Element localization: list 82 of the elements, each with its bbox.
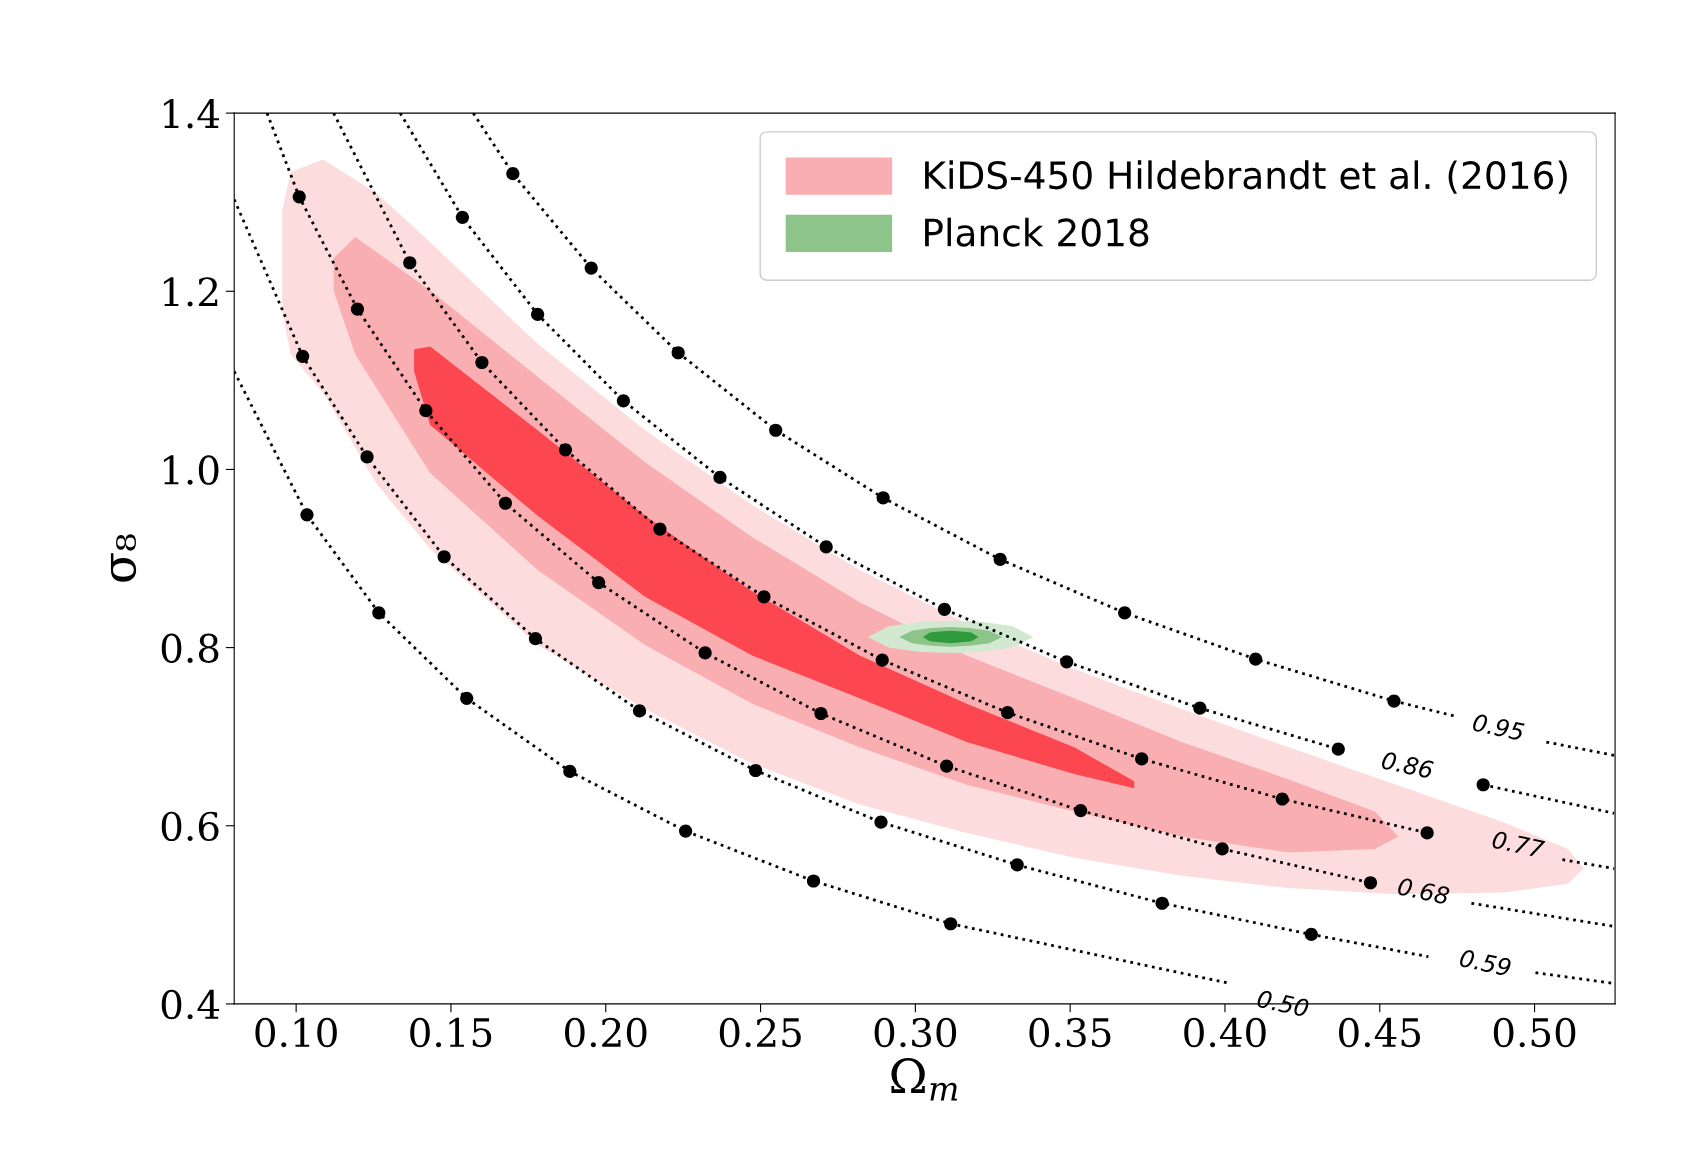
- point: [455, 210, 469, 224]
- x-tick-label: 0.25: [719, 1017, 801, 1048]
- legend-label: KiDS-450 Hildebrandt et al. (2016): [925, 160, 1567, 194]
- y-tick-label: 0.4: [161, 989, 220, 1020]
- point: [757, 590, 771, 604]
- x-tick-label: 0.40: [1184, 1017, 1266, 1048]
- annotation: 0.77: [1491, 830, 1546, 859]
- annotation: 0.68: [1397, 877, 1451, 905]
- legend-label: Planck 2018: [925, 217, 1149, 247]
- x-tick-label: 0.30: [874, 1017, 957, 1048]
- point: [531, 307, 545, 322]
- point: [292, 190, 306, 204]
- point: [437, 550, 451, 564]
- annotation: 0.95: [1472, 713, 1525, 741]
- x-tick-label: 0.35: [1029, 1017, 1111, 1048]
- annotation: 0.86: [1381, 750, 1434, 779]
- y-tick-label: 1.4: [163, 99, 220, 129]
- point: [528, 632, 543, 646]
- point: [937, 602, 952, 616]
- point: [300, 508, 314, 522]
- point: [475, 355, 489, 370]
- point: [1118, 606, 1132, 620]
- y-axis-title: σ₈: [110, 534, 137, 582]
- point: [1135, 752, 1149, 766]
- point: [616, 394, 630, 408]
- annotation: 0.50: [1256, 989, 1310, 1018]
- point: [460, 691, 474, 705]
- y-tick-label: 1.0: [163, 455, 219, 485]
- point: [1001, 706, 1015, 720]
- x-axis-title: Ω$_{m}$: [891, 1058, 958, 1101]
- point: [1387, 694, 1401, 708]
- point: [403, 256, 417, 270]
- point: [558, 443, 573, 457]
- point: [698, 646, 712, 660]
- point: [713, 470, 727, 485]
- point: [769, 423, 783, 437]
- point: [1060, 655, 1074, 669]
- point: [874, 815, 888, 829]
- point: [1275, 792, 1289, 806]
- point: [584, 261, 598, 275]
- point: [1155, 896, 1169, 910]
- point: [506, 167, 520, 181]
- point: [940, 759, 954, 773]
- point: [1010, 858, 1024, 872]
- point: [1363, 876, 1378, 890]
- point: [1249, 652, 1263, 666]
- point: [1331, 742, 1345, 756]
- x-tick-label: 0.10: [255, 1017, 337, 1048]
- point: [819, 540, 833, 554]
- point: [419, 404, 433, 418]
- x-tick-label: 0.50: [1493, 1017, 1576, 1048]
- point: [1074, 804, 1088, 818]
- point: [944, 917, 958, 931]
- point: [814, 706, 828, 721]
- point: [876, 491, 890, 505]
- point: [296, 349, 310, 363]
- point: [498, 496, 513, 510]
- point: [632, 704, 647, 718]
- y-tick-label: 0.6: [161, 811, 219, 842]
- point: [875, 653, 889, 667]
- y-tick-label: 1.2: [163, 277, 218, 307]
- x-tick-label: 0.15: [410, 1017, 492, 1048]
- point: [1304, 927, 1318, 942]
- point: [653, 522, 667, 536]
- point: [360, 450, 374, 464]
- point: [1420, 826, 1434, 840]
- y-tick-label: 0.8: [161, 633, 219, 663]
- point: [806, 874, 821, 888]
- point: [592, 575, 606, 590]
- x-tick-label: 0.45: [1339, 1017, 1421, 1048]
- x-tick-label: 0.20: [565, 1017, 647, 1048]
- point: [749, 763, 763, 778]
- point: [679, 824, 693, 838]
- point: [1215, 842, 1229, 856]
- annotation: 0.59: [1459, 948, 1512, 977]
- point: [563, 764, 577, 779]
- point: [1193, 701, 1207, 715]
- point: [671, 346, 685, 360]
- point: [350, 302, 365, 316]
- point: [372, 606, 386, 620]
- point: [1476, 778, 1490, 792]
- point: [993, 552, 1007, 566]
